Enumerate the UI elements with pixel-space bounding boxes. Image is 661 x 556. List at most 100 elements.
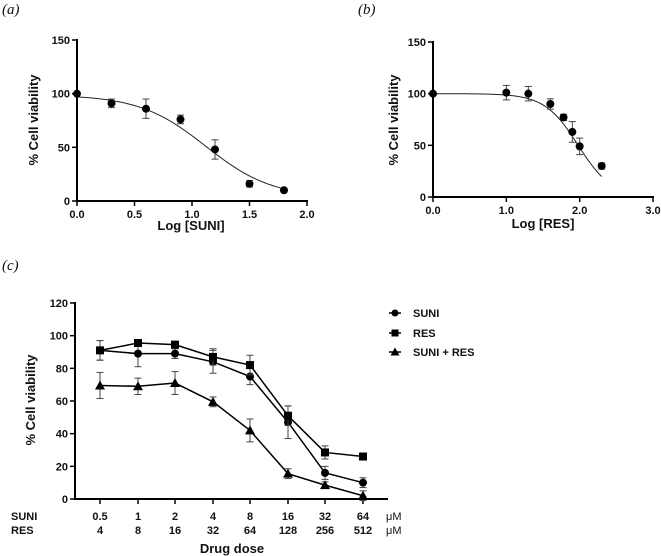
chart-b-data-point [429,89,437,98]
chart-b-ytick-label: 150 [408,37,426,49]
chart-a-data-point [73,89,81,98]
panel-label-b: (b) [358,2,376,18]
chart-b-ytick-label: 50 [414,140,426,152]
chart-a-data-point [176,115,185,124]
chart-a-curve-path [76,96,285,190]
chart-a-xtick-label: 2.0 [299,209,314,221]
chart-c-xtick-label-res: 16 [169,525,181,537]
panel-label-c: (c) [2,258,19,274]
chart-a-points [73,89,288,195]
chart-a-data-point [142,104,150,113]
chart-c-point-suni-res [208,396,218,406]
chart-b-data-point [546,100,555,108]
chart-c-xtick-label-res: 8 [135,525,141,537]
chart-c-point-res [134,339,142,348]
chart-a-data-point [245,179,254,188]
chart-a-data-point [280,186,288,195]
chart-c-xtick-label-res: 4 [97,525,104,537]
chart-b-xlabel: Log [RES] [512,216,575,231]
chart-c-xtick-label-res: 64 [244,525,257,537]
chart-a-xtick-label: 1.5 [242,209,257,221]
legend-item-suni-res: SUNI + RES [389,347,474,359]
chart-c-point-res [246,361,254,370]
chart-a-xlabel: Log [SUNI] [157,218,224,233]
chart-a-ytick-label: 150 [52,35,70,47]
chart-c-point-suni [171,349,179,358]
chart-b-xtick-label: 2.0 [572,205,587,217]
chart-b-ylabel: % Cell viability [386,74,401,166]
legend-marker-circle [391,309,399,317]
chart-c-unit-res: μM [386,525,402,537]
chart-c-point-res [321,448,329,457]
chart-c-line-res [99,342,364,458]
chart-c-point-res [171,340,179,349]
chart-b-curve-path [432,93,603,177]
chart-c-line-suni [99,349,364,484]
chart-c-xtick-label-suni: 16 [282,511,294,523]
chart-c-point-suni-res [320,480,330,490]
chart-c-point-suni-res [245,425,255,435]
chart-c-xtick-label-res: 512 [354,525,372,537]
chart-c-xtick-label-suni: 0.5 [92,511,107,523]
chart-b-ytick-label: 0 [420,192,426,204]
chart-b-data-point [597,162,606,170]
chart-c-axes: 0 20 40 60 80 100 120 [50,298,388,506]
chart-a-axes: 0 50 100 150 0.0 0.5 1.0 1.5 2.0 [52,35,315,221]
legend-item-res: RES [389,328,436,340]
chart-a-ytick-label: 0 [64,196,70,208]
chart-b-data-point [524,89,533,98]
chart-c-xtick-label-suni: 4 [210,511,217,523]
chart-c-xtick-label-suni: 32 [319,511,331,523]
legend-marker-triangle [390,347,400,356]
chart-a: 0 50 100 150 0.0 0.5 1.0 1.5 2.0 Log [SUNI] % Ce… [26,35,315,233]
chart-c-ylabel: % Cell viability [23,354,38,446]
chart-c-ytick-label: 20 [56,461,68,473]
chart-c-legend: SUNI RES SUNI + RES [389,308,474,359]
chart-c-xtick-label-res: 32 [207,525,219,537]
chart-b-points [429,84,606,170]
chart-b-data-point [502,88,511,97]
chart-c-points [95,339,368,502]
chart-c-ytick-label: 80 [56,363,68,375]
chart-b-data-point [568,127,577,136]
chart-b-xtick-label: 3.0 [645,205,660,217]
chart-c-xtick-label-res: 256 [316,525,334,537]
chart-b-fit-curve [432,93,603,177]
chart-c-point-res [209,352,217,361]
chart-a-data-point [107,99,116,108]
chart-a-ytick-label: 50 [58,142,70,154]
chart-b-xtick-label: 0.0 [425,205,440,217]
chart-c-point-suni-res [133,381,143,391]
legend-label: SUNI + RES [413,347,474,359]
chart-c-ytick-label: 60 [56,396,68,408]
chart-c-ytick-label: 40 [56,429,68,441]
chart-b-axes: 0 50 100 150 0.0 1.0 2.0 3.0 [408,37,661,217]
chart-c-category-labels: 0.5 1 2 4 8 16 32 64 4 8 16 32 64 128 256 512 [92,511,372,537]
chart-c-ytick-label: 120 [50,298,68,310]
chart-c-point-suni-res [283,468,293,478]
chart-a-xtick-label: 1.0 [184,209,199,221]
chart-c-unit-suni: μM [386,511,402,523]
chart-c-point-suni-res [95,380,105,390]
chart-c-point-res [284,411,292,420]
chart-c-point-res [96,346,104,355]
chart-b-xtick-label: 1.0 [499,205,514,217]
legend-item-suni: SUNI [389,308,439,320]
chart-c-point-suni [321,468,329,477]
chart-c-point-suni [359,478,367,487]
chart-b-data-point [575,142,584,151]
chart-c-lines [99,342,364,497]
chart-c-xtick-label-suni: 2 [172,511,178,523]
chart-c-xtick-label-suni: 8 [247,511,253,523]
chart-a-data-point [211,145,219,154]
chart-b-ytick-label: 100 [408,89,426,101]
chart-c-row-label-res: RES [11,525,34,537]
chart-b-data-point [559,113,568,122]
chart-c-line-suni-res [99,382,364,497]
legend-marker-square [391,329,399,337]
chart-c-xlabel: Drug dose [200,541,264,556]
chart-c-point-suni [134,349,142,358]
chart-b: 0 50 100 150 0.0 1.0 2.0 3.0 Log [RES] % Cell v… [386,37,661,231]
chart-a-xtick-label: 0.5 [127,209,142,221]
